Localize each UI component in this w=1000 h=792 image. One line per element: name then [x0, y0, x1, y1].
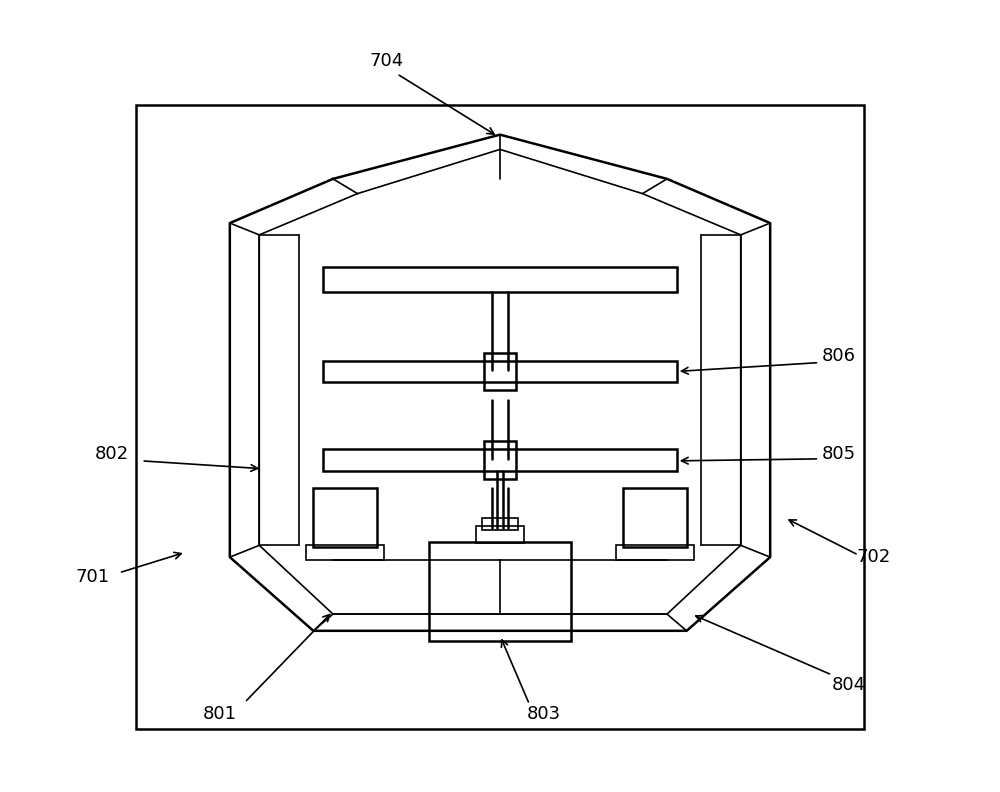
- Text: 806: 806: [822, 347, 856, 365]
- Bar: [323, 267, 677, 292]
- Text: 702: 702: [856, 548, 890, 566]
- Text: 701: 701: [75, 568, 109, 586]
- Bar: [306, 546, 384, 560]
- Bar: [484, 352, 516, 390]
- Text: 805: 805: [822, 445, 856, 463]
- Bar: [623, 489, 687, 547]
- Bar: [136, 105, 864, 729]
- Bar: [429, 543, 571, 641]
- Text: 801: 801: [203, 706, 237, 723]
- Bar: [476, 526, 524, 543]
- Bar: [323, 360, 677, 383]
- Bar: [482, 518, 518, 530]
- Bar: [323, 449, 677, 470]
- Bar: [616, 546, 694, 560]
- Text: 803: 803: [527, 706, 561, 723]
- Text: 802: 802: [95, 445, 129, 463]
- Bar: [484, 441, 516, 478]
- Text: 704: 704: [370, 52, 404, 70]
- Bar: [313, 489, 377, 547]
- Text: 804: 804: [832, 676, 866, 694]
